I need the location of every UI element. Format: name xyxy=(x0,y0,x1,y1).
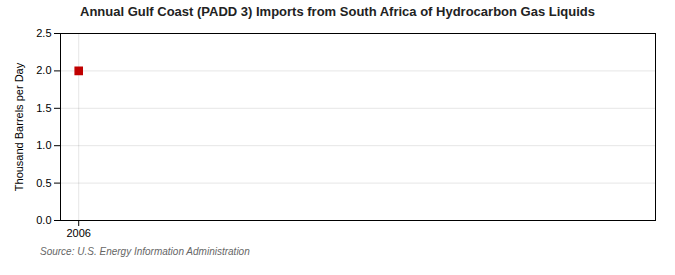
svg-text:2.0: 2.0 xyxy=(36,64,51,76)
html-text:Source: U.S. Energy Informatio: Source: U.S. Energy Information Administ… xyxy=(40,246,250,257)
svg-text:Thousand Barrels per Day: Thousand Barrels per Day xyxy=(13,62,25,191)
svg-text:1.5: 1.5 xyxy=(36,102,51,114)
svg-text:0.0: 0.0 xyxy=(36,214,51,226)
svg-text:0.5: 0.5 xyxy=(36,177,51,189)
html-text:Annual Gulf Coast (PADD 3) Imp: Annual Gulf Coast (PADD 3) Imports from … xyxy=(80,4,595,19)
svg-text:1.0: 1.0 xyxy=(36,139,51,151)
svg-text:2006: 2006 xyxy=(66,227,90,239)
svg-text:2.5: 2.5 xyxy=(36,27,51,39)
